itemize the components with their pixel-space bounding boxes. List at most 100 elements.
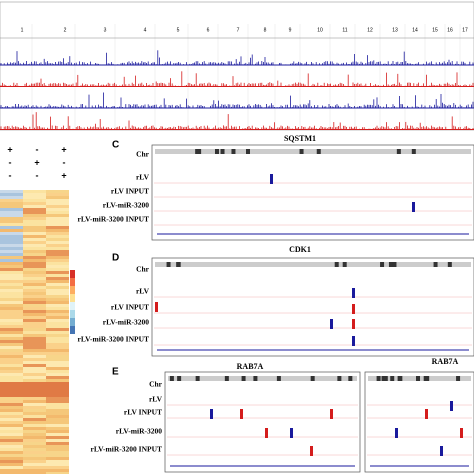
heatmap-cell	[46, 427, 69, 430]
panel-letter: C	[112, 140, 119, 151]
heatmap-cell	[23, 424, 46, 427]
heatmap-cell	[46, 391, 69, 394]
heatmap-cell	[46, 433, 69, 436]
heatmap-cell	[23, 220, 46, 223]
peak	[310, 446, 313, 456]
heatmap-cell	[0, 364, 23, 367]
ideogram-band	[433, 262, 438, 267]
heatmap-cell	[46, 286, 69, 289]
chromosome-label: 11	[342, 27, 347, 33]
heatmap-cell	[46, 352, 69, 355]
heatmap-cell	[46, 277, 69, 280]
heatmap-cell	[46, 253, 69, 256]
heatmap-cell	[46, 430, 69, 433]
heatmap-cell	[23, 409, 46, 412]
heatmap-cell	[0, 313, 23, 316]
heatmap-cell	[46, 424, 69, 427]
heatmap-cell	[46, 268, 69, 271]
heatmap-cell	[46, 280, 69, 283]
heatmap-cell	[23, 361, 46, 364]
heatmap-cell	[23, 232, 46, 235]
ideogram-band	[177, 376, 182, 381]
heatmap-cell	[23, 397, 46, 400]
ideogram-band	[169, 376, 174, 381]
chromosome-label: 12	[367, 27, 373, 33]
heatmap-cell	[0, 388, 23, 391]
heatmap-cell	[0, 220, 23, 223]
heatmap-cell	[46, 295, 69, 298]
heatmap-cell	[23, 472, 46, 474]
heatmap-cell	[23, 199, 46, 202]
heatmap-cell	[46, 328, 69, 331]
ideogram-band	[166, 262, 171, 267]
heatmap-cell	[23, 316, 46, 319]
heatmap-cell	[0, 334, 23, 337]
heatmap-cell	[23, 196, 46, 199]
track-label: Chr	[136, 150, 150, 159]
track-label: rLV-miR-3200	[116, 427, 162, 436]
heatmap-cell	[23, 439, 46, 442]
panel-letter: E	[112, 367, 119, 378]
peak	[412, 202, 415, 212]
heatmap-cell	[46, 418, 69, 421]
heatmap-cell	[23, 430, 46, 433]
heatmap-cell	[0, 274, 23, 277]
heatmap-cell	[23, 388, 46, 391]
heatmap-cell	[0, 322, 23, 325]
heatmap-cell	[46, 307, 69, 310]
heatmap-cell	[23, 295, 46, 298]
ideogram-band	[245, 149, 250, 154]
heatmap-cell	[46, 463, 69, 466]
heatmap-cell	[46, 208, 69, 211]
heatmap-cell	[46, 310, 69, 313]
heatmap-cell	[46, 223, 69, 226]
heatmap-cell	[0, 418, 23, 421]
heatmap-cell	[23, 433, 46, 436]
heatmap-cell	[0, 466, 23, 469]
heatmap-cell	[0, 340, 23, 343]
heatmap-cell	[23, 415, 46, 418]
heatmap-cell	[0, 436, 23, 439]
ideogram-band	[224, 376, 229, 381]
heatmap-cell	[0, 400, 23, 403]
heatmap-cell	[46, 364, 69, 367]
peak	[440, 446, 443, 456]
heatmap-cell	[0, 328, 23, 331]
heatmap-cell	[46, 373, 69, 376]
ideogram-band	[241, 376, 246, 381]
heatmap-cell	[0, 286, 23, 289]
heatmap-cell	[0, 301, 23, 304]
heatmap-cell	[23, 310, 46, 313]
heatmap-cell	[46, 265, 69, 268]
heatmap-cell	[0, 208, 23, 211]
ideogram-band	[411, 149, 416, 154]
heatmap-cell	[46, 196, 69, 199]
chromosome-label: 14	[412, 27, 418, 33]
heatmap-cell	[23, 466, 46, 469]
heatmap-cell	[46, 271, 69, 274]
ideogram-band	[456, 376, 461, 381]
heatmap-cell	[0, 433, 23, 436]
ideogram-band	[390, 376, 395, 381]
heatmap-cell	[46, 256, 69, 259]
heatmap-cell	[0, 217, 23, 220]
heatmap-cell	[0, 247, 23, 250]
heatmap-cell	[0, 391, 23, 394]
heatmap-cell	[23, 313, 46, 316]
condition-sign: +	[34, 157, 39, 167]
heatmap-cell	[23, 436, 46, 439]
heatmap-cell	[23, 304, 46, 307]
heatmap-cell	[46, 469, 69, 472]
condition-sign: -	[9, 157, 12, 167]
ideogram-band	[383, 376, 388, 381]
heatmap-cell	[23, 442, 46, 445]
heatmap-cell	[46, 361, 69, 364]
heatmap-cell	[0, 307, 23, 310]
heatmap-cell	[46, 448, 69, 451]
heatmap-cell	[0, 376, 23, 379]
heatmap-cell	[0, 223, 23, 226]
heatmap-cell	[0, 454, 23, 457]
ideogram-band	[195, 149, 200, 154]
heatmap-cell	[23, 193, 46, 196]
heatmap-cell	[0, 226, 23, 229]
